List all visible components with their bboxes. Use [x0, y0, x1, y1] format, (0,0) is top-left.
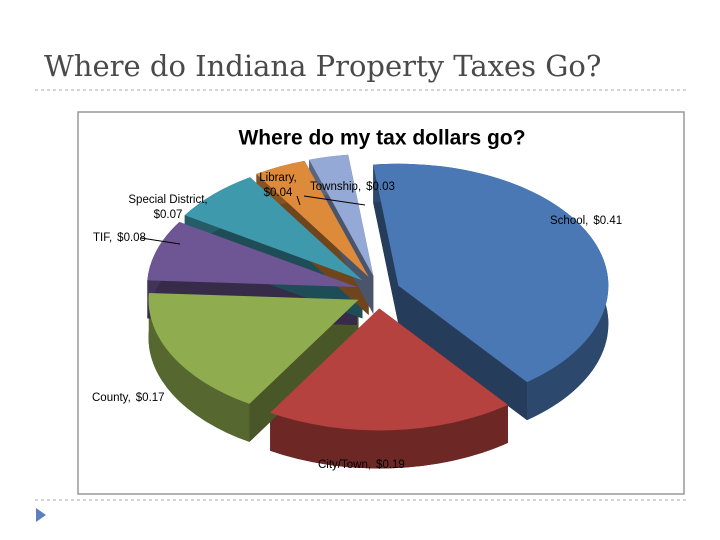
label-category: Special District, — [128, 194, 207, 206]
label-value: $0.04 — [264, 187, 293, 199]
label-category: City/Town, — [318, 459, 371, 471]
leader-line — [303, 195, 366, 206]
leader-line — [296, 195, 301, 206]
slice — [256, 160, 369, 278]
data-label: County, $0.17 — [92, 392, 165, 404]
label-value: $0.08 — [117, 232, 146, 244]
data-label: City/Town, $0.19 — [318, 459, 405, 471]
label-value: $0.07 — [154, 209, 183, 221]
chart-title: Where do my tax dollars go? — [238, 127, 525, 150]
label-category: School, — [550, 215, 588, 227]
bullet — [36, 508, 46, 522]
slice — [184, 177, 363, 281]
label-category: Township, — [310, 181, 361, 193]
slice-wall — [373, 164, 399, 324]
data-label: TIF, $0.08 — [93, 232, 146, 244]
label-value: $0.17 — [136, 392, 165, 404]
label-value: $0.41 — [593, 215, 622, 227]
label-category: TIF, — [93, 232, 112, 244]
slice-side — [148, 293, 250, 442]
slide-title: Where do Indiana Property Taxes Go? — [44, 49, 601, 83]
label-value: $0.19 — [376, 459, 405, 471]
slice — [148, 293, 359, 404]
data-label: School, $0.41 — [550, 215, 622, 227]
label-value: $0.03 — [366, 181, 395, 193]
label-category: Library, — [259, 172, 297, 184]
slice — [270, 308, 508, 431]
slice — [373, 163, 609, 383]
slice — [147, 221, 358, 287]
slice-wall — [398, 285, 528, 421]
data-label: Special District, $0.07 — [128, 194, 207, 221]
leader-line — [140, 237, 181, 245]
slice-side — [270, 404, 508, 469]
slice-tops — [147, 154, 609, 431]
slice — [309, 154, 374, 276]
data-label: Library, $0.04 — [259, 172, 297, 199]
data-label: Township, $0.03 — [310, 181, 395, 193]
label-category: County, — [92, 392, 131, 404]
